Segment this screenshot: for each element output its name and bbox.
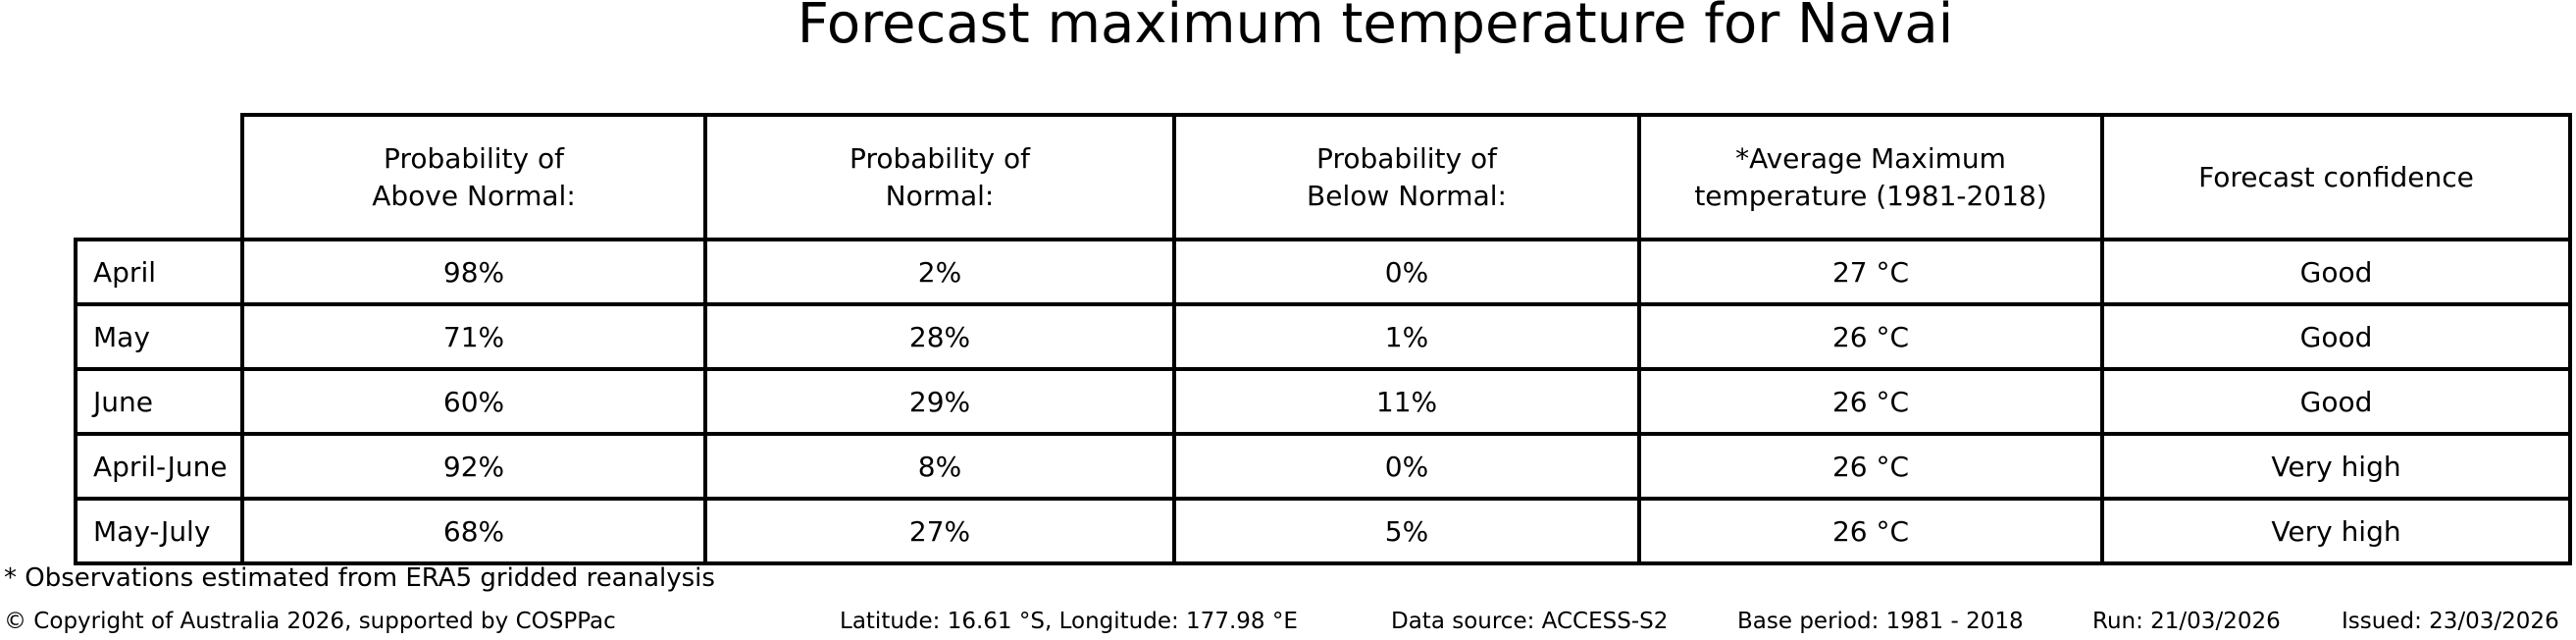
cell-forecast-confidence: Good [2100,238,2572,306]
table-row-may-july: May-July 68% 27% 5% 26 °C Very high [74,497,2572,565]
cell-forecast-confidence: Very high [2100,497,2572,565]
col-header-prob-normal: Probability of Normal: [703,113,1176,241]
cell-below-normal: 0% [1172,238,1641,306]
cell-above-normal: 92% [240,432,707,501]
cell-forecast-confidence: Good [2100,302,2572,371]
col-header-prob-above-normal: Probability of Above Normal: [240,113,707,241]
row-label: May-July [74,497,244,565]
row-label: May [74,302,244,371]
col-header-average-max-temperature: *Average Maximum temperature (1981-2018) [1637,113,2104,241]
cell-below-normal: 11% [1172,367,1641,436]
cell-average-max-temperature: 27 °C [1637,238,2104,306]
base-period-text: Base period: 1981 - 2018 [1737,609,2024,634]
cell-average-max-temperature: 26 °C [1637,497,2104,565]
table-row-april: April 98% 2% 0% 27 °C Good [74,238,2572,306]
col-header-prob-below-normal: Probability of Below Normal: [1172,113,1641,241]
run-date-text: Run: 21/03/2026 [2092,609,2281,634]
cell-forecast-confidence: Very high [2100,432,2572,501]
issued-date-text: Issued: 23/03/2026 [2342,609,2559,634]
data-source-text: Data source: ACCESS-S2 [1391,609,1669,634]
forecast-table: Probability of Above Normal: Probability… [74,113,2572,565]
table-row-april-june: April-June 92% 8% 0% 26 °C Very high [74,432,2572,501]
page-title: Forecast maximum temperature for Navai [797,0,1954,56]
table-row-june: June 60% 29% 11% 26 °C Good [74,367,2572,436]
cell-average-max-temperature: 26 °C [1637,432,2104,501]
lat-lon-text: Latitude: 16.61 °S, Longitude: 177.98 °E [840,609,1298,634]
row-label: June [74,367,244,436]
cell-normal: 8% [703,432,1176,501]
table-row-may: May 71% 28% 1% 26 °C Good [74,302,2572,371]
cell-normal: 2% [703,238,1176,306]
cell-above-normal: 68% [240,497,707,565]
cell-above-normal: 98% [240,238,707,306]
cell-below-normal: 5% [1172,497,1641,565]
cell-above-normal: 60% [240,367,707,436]
corner-cell [76,115,242,240]
copyright-text: © Copyright of Australia 2026, supported… [4,609,616,634]
row-label: April [74,238,244,306]
cell-normal: 29% [703,367,1176,436]
row-label: April-June [74,432,244,501]
observations-footnote: * Observations estimated from ERA5 gridd… [4,563,715,593]
cell-above-normal: 71% [240,302,707,371]
cell-below-normal: 0% [1172,432,1641,501]
cell-forecast-confidence: Good [2100,367,2572,436]
cell-below-normal: 1% [1172,302,1641,371]
cell-normal: 27% [703,497,1176,565]
header-row: Probability of Above Normal: Probability… [76,113,2572,241]
col-header-forecast-confidence: Forecast confidence [2100,113,2572,241]
cell-average-max-temperature: 26 °C [1637,367,2104,436]
cell-average-max-temperature: 26 °C [1637,302,2104,371]
cell-normal: 28% [703,302,1176,371]
